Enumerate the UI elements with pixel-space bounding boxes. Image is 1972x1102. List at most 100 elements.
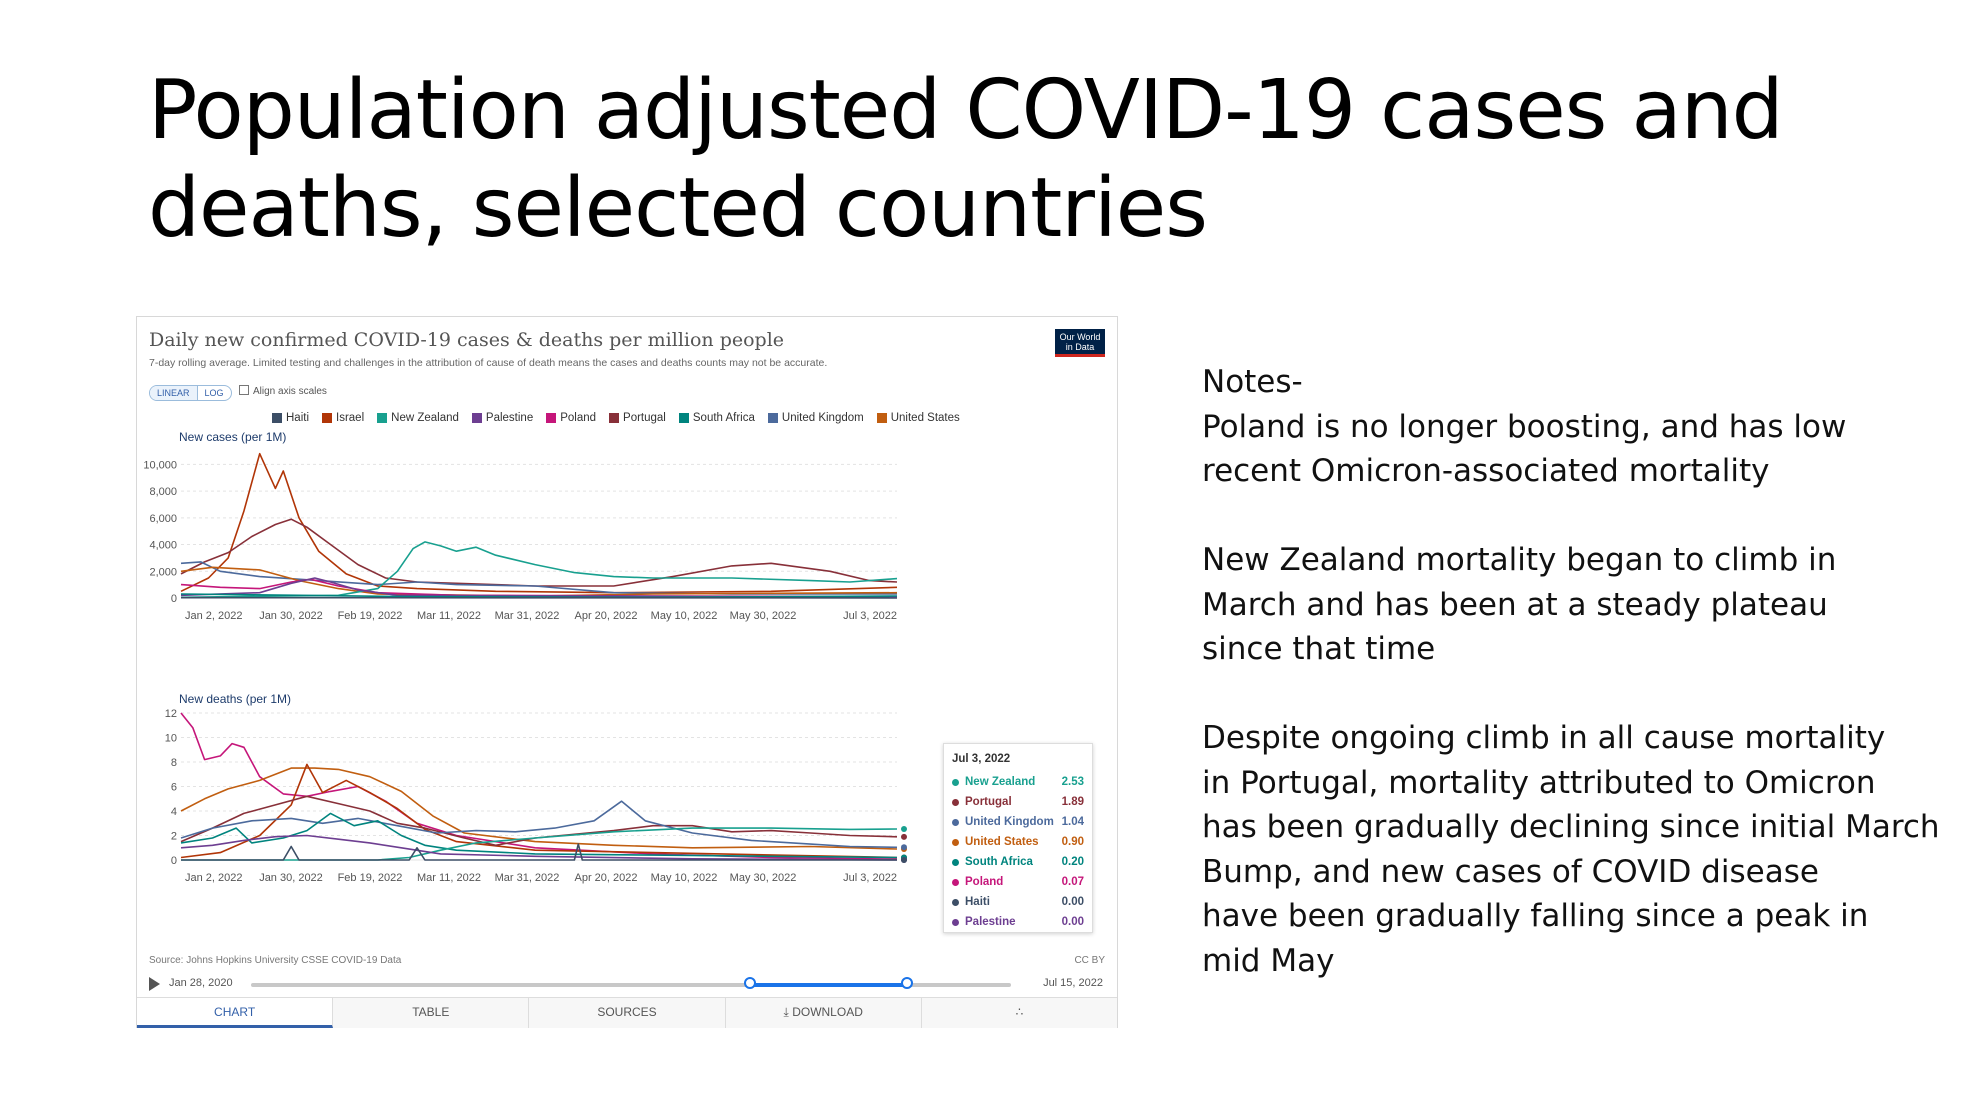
tooltip-row-portugal: Portugal 1.89 [952, 792, 1084, 812]
legend-item-palestine[interactable]: Palestine [471, 412, 533, 424]
tooltip-dot [952, 898, 959, 906]
tooltip-dot [952, 798, 959, 806]
legend-item-haiti[interactable]: Haiti [272, 412, 309, 424]
legend-swatch [546, 413, 557, 423]
legend-item-portugal[interactable]: Portugal [609, 412, 666, 424]
notes-heading: Notes- [1202, 364, 1303, 400]
x-tick-label: May 10, 2022 [651, 610, 718, 622]
x-tick-label: Jan 30, 2022 [259, 610, 323, 622]
legend-item-united-states[interactable]: United States [876, 412, 960, 424]
checkbox-icon [239, 385, 249, 395]
legend-label: Haiti [286, 412, 310, 424]
x-tick-label: Jul 3, 2022 [843, 872, 897, 884]
series-line-poland-1 [180, 712, 898, 860]
y-tick-label: 8,000 [149, 486, 177, 498]
tooltip-country: Palestine [965, 916, 1016, 928]
tab-share[interactable]: ∴ [921, 998, 1118, 1028]
tooltip-row-united-states: United States 0.90 [952, 832, 1084, 852]
notes-line: Despite ongoing climb in all cause morta… [1202, 720, 1886, 756]
x-tick-label: Jan 2, 2022 [185, 610, 243, 622]
linear-button[interactable]: LINEAR [150, 386, 198, 400]
logo-line-1: Our World [1059, 332, 1101, 342]
owid-logo[interactable]: Our World in Data [1055, 329, 1105, 357]
notes-line: mid May [1202, 942, 1335, 979]
scale-toggle: LINEAR LOG [149, 385, 232, 401]
legend-item-poland[interactable]: Poland [546, 412, 596, 424]
tab-download[interactable]: ⤓ DOWNLOAD [725, 998, 922, 1028]
end-marker-new-zealand [901, 826, 907, 833]
y-tick-label: 2 [171, 831, 177, 843]
timeline-track[interactable] [251, 983, 1011, 987]
x-tick-label: Mar 11, 2022 [417, 872, 481, 884]
series-line-israel-1 [180, 763, 898, 859]
legend-label: South Africa [692, 412, 755, 424]
legend-item-united-kingdom[interactable]: United Kingdom [767, 412, 864, 424]
chart-panel: Daily new confirmed COVID-19 cases & dea… [136, 316, 1118, 1028]
x-tick-label: Jan 2, 2022 [185, 872, 243, 884]
legend: Haiti Israel New Zealand Palestine Poland Por… [272, 412, 960, 424]
legend-item-south-africa[interactable]: South Africa [678, 412, 755, 424]
end-marker-portugal [901, 833, 907, 840]
legend-swatch [322, 413, 333, 423]
notes-line: March and has been at a steady plateau [1202, 586, 1828, 623]
tooltip-value: 1.89 [1061, 796, 1084, 808]
legend-swatch [876, 413, 887, 423]
tooltip-row-south-africa: South Africa 0.20 [952, 852, 1084, 872]
align-axis-checkbox[interactable]: Align axis scales [239, 385, 327, 397]
chart-title-1: New deaths (per 1M) [179, 692, 291, 706]
timeline-range[interactable] [749, 983, 906, 987]
tooltip-date: Jul 3, 2022 [952, 753, 1011, 765]
tab-sources[interactable]: SOURCES [529, 998, 726, 1028]
x-tick-label: May 30, 2022 [730, 872, 797, 884]
slide-title-line-1: Population adjusted COVID-19 cases and [148, 63, 1784, 158]
y-tick-label: 12 [165, 708, 177, 720]
tooltip-value: 2.53 [1061, 776, 1084, 788]
legend-swatch [609, 413, 620, 423]
legend-label: United States [890, 412, 960, 424]
y-tick-label: 0 [171, 855, 177, 867]
x-tick-label: Jan 30, 2022 [259, 872, 323, 884]
y-tick-label: 8 [171, 757, 177, 769]
timeline-end-handle[interactable] [901, 977, 913, 989]
end-marker-haiti [901, 857, 907, 863]
align-axis-label: Align axis scales [253, 386, 327, 397]
x-tick-label: Mar 31, 2022 [495, 872, 560, 884]
share-icon: ∴ [1015, 1005, 1024, 1019]
y-tick-label: 0 [171, 593, 177, 605]
x-tick-label: May 10, 2022 [651, 872, 718, 884]
y-tick-label: 6,000 [149, 513, 177, 525]
legend-swatch [767, 413, 778, 423]
tooltip-dot [952, 778, 959, 786]
series-line-palestine-1 [180, 834, 898, 861]
play-icon[interactable] [149, 977, 160, 991]
logo-line-2: in Data [1065, 342, 1095, 352]
license-note[interactable]: CC BY [1074, 955, 1105, 966]
legend-item-israel[interactable]: Israel [322, 412, 364, 424]
source-note[interactable]: Source: Johns Hopkins University CSSE CO… [149, 955, 402, 966]
tab-bar: CHART TABLE SOURCES ⤓ DOWNLOAD ∴ [137, 997, 1118, 1028]
series-line-portugal-1 [180, 795, 898, 847]
series-line-united-kingdom-1 [180, 800, 898, 849]
series-line-new-zealand-0 [180, 541, 898, 599]
notes-line: New Zealand mortality began to climb in [1202, 542, 1837, 578]
tooltip-dot [952, 838, 959, 846]
notes: Notes- Poland is no longer boosting, and… [1202, 360, 1962, 983]
notes-line: recent Omicron-associated mortality [1202, 453, 1770, 489]
tab-table[interactable]: TABLE [333, 998, 530, 1028]
tooltip-value: 1.04 [1061, 816, 1084, 828]
legend-label: Israel [336, 412, 365, 424]
tooltip-value: 0.00 [1061, 916, 1084, 928]
legend-swatch [377, 413, 388, 423]
log-button[interactable]: LOG [204, 388, 224, 398]
timeline-start-handle[interactable] [744, 977, 756, 989]
tooltip-row-poland: Poland 0.07 [952, 872, 1084, 892]
tab-chart[interactable]: CHART [137, 998, 334, 1028]
y-tick-label: 4,000 [149, 540, 177, 552]
charts-svg: New cases (per 1M) 0 2,000 4,000 6,000 8,000 1… [143, 430, 907, 884]
legend-item-new-zealand[interactable]: New Zealand [377, 412, 459, 424]
series-line-south-africa-1 [180, 812, 898, 859]
notes-line: since that time [1202, 631, 1436, 667]
x-tick-label: Apr 20, 2022 [575, 610, 638, 622]
series-line-israel-0 [180, 452, 898, 594]
y-tick-label: 10,000 [143, 459, 177, 471]
